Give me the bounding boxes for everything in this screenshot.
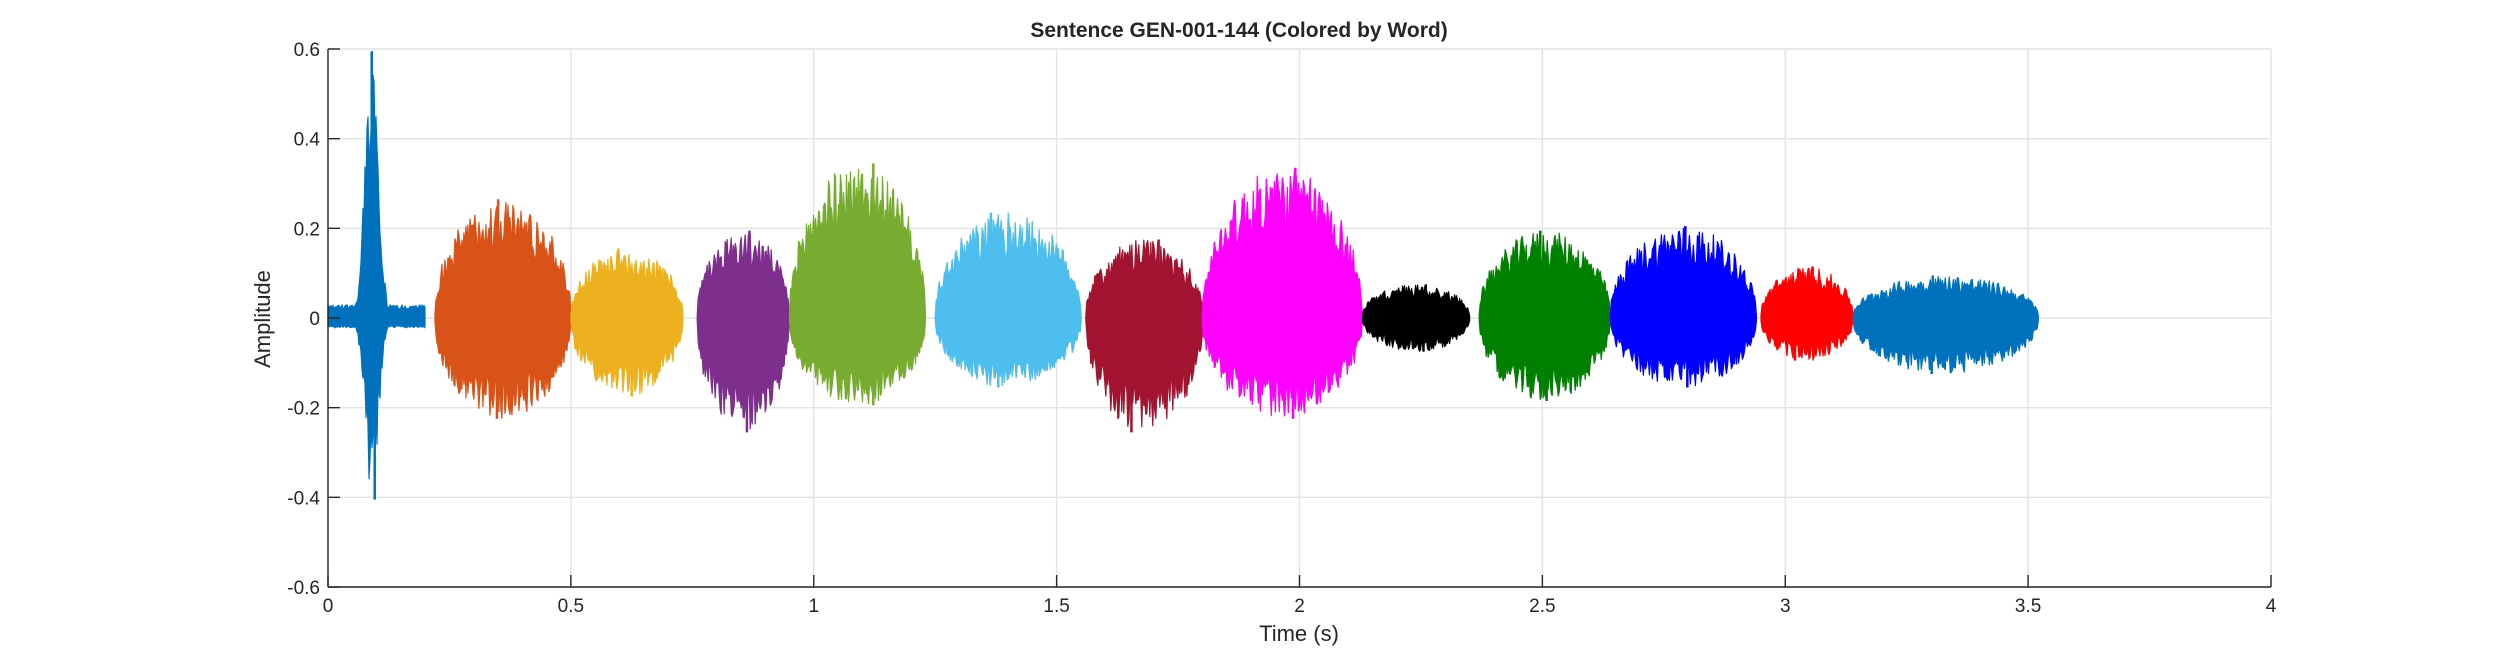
word-segment-13 [1852,276,2039,374]
y-tick-label-6: 0.6 [294,40,320,61]
word-segment-9 [1362,284,1471,352]
word-segment-6 [934,212,1082,387]
chart-title: Sentence GEN-001-144 (Colored by Word) [1030,19,1447,42]
x-tick-label-1: 0.5 [558,596,584,617]
y-tick-label-0: -0.6 [287,578,320,599]
y-tick-label-3: 0 [309,309,320,330]
x-tick-label-7: 3.5 [2015,596,2041,617]
y-axis-label: Amplitude [250,270,275,368]
waveform-plot [327,51,2039,500]
word-segment-5 [788,169,927,405]
word-segment-11 [1609,227,1757,387]
x-tick-label-4: 2 [1294,596,1305,617]
x-axis-label: Time (s) [1259,621,1339,646]
x-tick-label-2: 1 [808,596,819,617]
x-tick-label-3: 1.5 [1043,596,1069,617]
tick-labels: 0 0.5 1 1.5 2 2.5 3 3.5 4 -0.6 -0.4 -0.2 0 0.2 0.4 0.6 [287,40,2276,617]
x-tick-label-0: 0 [323,596,334,617]
y-tick-label-2: -0.2 [287,399,320,420]
x-tick-label-5: 2.5 [1529,596,1555,617]
y-tick-label-4: 0.2 [294,219,320,240]
axes [327,48,2272,588]
word-segment-3 [570,249,684,395]
y-tick-label-5: 0.4 [294,130,321,151]
x-tick-label-6: 3 [1780,596,1791,617]
word-segment-1 [327,74,426,480]
y-tick-label-1: -0.4 [287,488,320,509]
x-tick-label-8: 4 [2266,596,2277,617]
